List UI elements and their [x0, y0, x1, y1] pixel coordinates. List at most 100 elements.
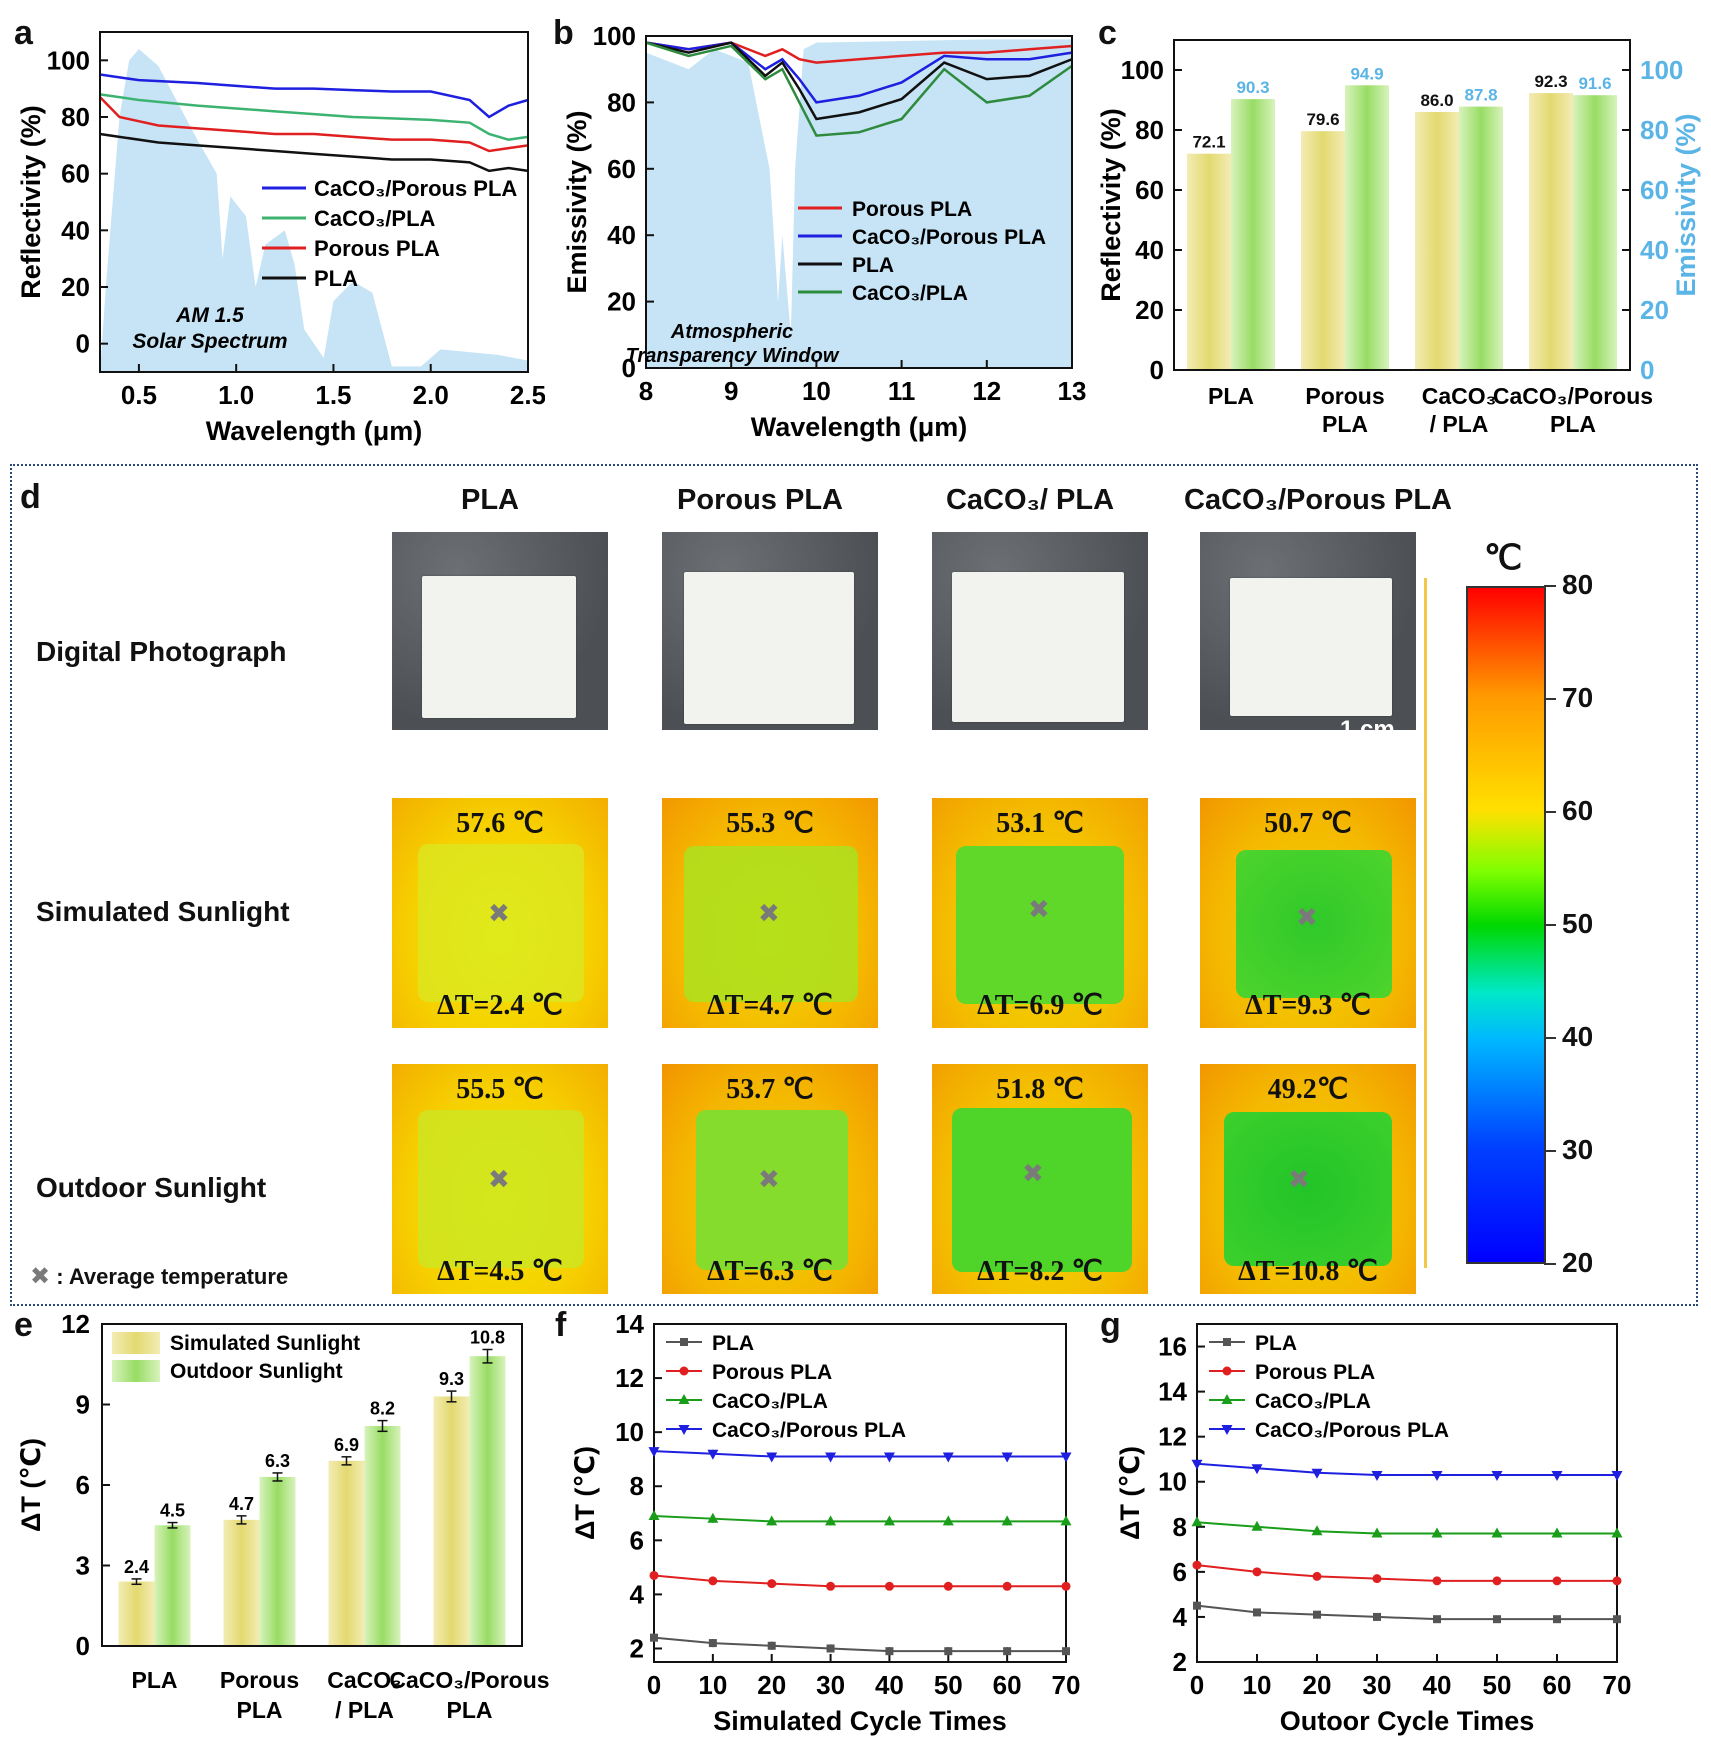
legend-marker	[1221, 1425, 1233, 1435]
data-point-caco-porous-pla	[1251, 1464, 1263, 1475]
thermal-sim-caco3-pla-temp: 53.1 ℃	[996, 808, 1084, 839]
panel-d-frame	[10, 464, 1698, 1306]
legend-label: CaCO₃/Porous PLA	[852, 226, 1046, 249]
x-tick-label: 50	[934, 1670, 963, 1700]
y-tick-label: 60	[1135, 175, 1164, 205]
data-point-caco-porous-pla	[1191, 1459, 1203, 1470]
bar-value-label: 9.3	[439, 1369, 464, 1389]
data-point-porous-pla	[1312, 1571, 1322, 1581]
data-point-pla	[708, 1639, 717, 1648]
thermal-out-caco3-porous-pla-delta: ΔT=10.8 ℃	[1238, 1256, 1378, 1287]
bar-value-label: 92.3	[1534, 72, 1567, 91]
x-tick-label: 1.0	[218, 380, 254, 410]
data-point-pla	[1193, 1601, 1201, 1610]
series-line-caco-pla	[1196, 1521, 1617, 1535]
category-label: PLA	[132, 1667, 178, 1693]
y-axis-label: ΔT (℃)	[1115, 1446, 1145, 1540]
data-point-porous-pla	[767, 1579, 777, 1589]
sample-photo-porous-pla	[662, 532, 878, 730]
data-point-caco-porous-pla	[1551, 1470, 1563, 1481]
legend-marker	[680, 1338, 688, 1346]
legend-marker	[1221, 1394, 1233, 1404]
panel-label-e: e	[14, 1306, 33, 1344]
thermal-sim-caco3-porous-pla: 50.7 ℃ ✖ ΔT=9.3 ℃	[1200, 798, 1416, 1028]
bar-outdoor-sunlight	[364, 1425, 401, 1646]
y-tick-label: 6	[630, 1525, 644, 1555]
y-tick-label: 8	[1173, 1512, 1187, 1542]
thermal-sim-porous-pla-delta: ΔT=4.7 ℃	[707, 990, 833, 1021]
legend-label: PLA	[314, 266, 358, 291]
data-point-porous-pla	[884, 1581, 894, 1591]
thermal-out-porous-pla: 53.7 ℃ ✖ ΔT=6.3 ℃	[662, 1064, 878, 1294]
data-point-caco-pla	[1001, 1515, 1013, 1526]
x-tick-label: 40	[1423, 1670, 1452, 1700]
thermal-sim-caco3-porous-pla-delta: ΔT=9.3 ℃	[1245, 990, 1371, 1021]
bar-value-label: 2.4	[124, 1557, 149, 1577]
legend-label: CaCO₃/Porous PLA	[1255, 1419, 1449, 1442]
x-tick-label: 30	[816, 1670, 845, 1700]
category-label: / PLA	[335, 1697, 394, 1723]
legend-label: Porous PLA	[852, 198, 972, 221]
x-tick-label: 10	[802, 376, 831, 406]
thermal-sim-pla-delta: ΔT=2.4 ℃	[437, 990, 563, 1021]
row-label-simulated-sunlight: Simulated Sunlight	[36, 896, 290, 927]
data-point-porous-pla	[1372, 1574, 1382, 1584]
series-line-caco-pla	[645, 41, 1073, 137]
data-point-caco-porous-pla	[648, 1447, 660, 1458]
legend-marker	[678, 1394, 690, 1404]
colorbar-tick	[1544, 1150, 1556, 1152]
colorbar-divider	[1424, 578, 1427, 1268]
colorbar-tick	[1544, 1263, 1556, 1265]
sample-photo-pla	[392, 532, 608, 730]
panel-label-f: f	[555, 1306, 567, 1344]
panel-label-a: a	[14, 14, 33, 52]
data-point-pla	[885, 1647, 894, 1656]
row-label-outdoor-sunlight: Outdoor Sunlight	[36, 1172, 267, 1203]
y-tick-label: 14	[615, 1310, 644, 1339]
y-tick-label: 0	[1150, 355, 1164, 385]
average-temperature-legend: ✖ : Average temperature	[30, 1262, 288, 1291]
x-tick-label: 1.5	[315, 380, 351, 410]
x-tick-label: 70	[1603, 1670, 1632, 1700]
bar-value-label: 6.3	[265, 1451, 290, 1471]
x-tick-label: 30	[1363, 1670, 1392, 1700]
data-point-caco-porous-pla	[1371, 1470, 1383, 1481]
series-line-caco-porous-pla	[1196, 1462, 1617, 1476]
data-point-pla	[1613, 1615, 1621, 1624]
y-tick-label: 6	[1173, 1557, 1187, 1587]
thermal-out-pla: 55.5 ℃ ✖ ΔT=4.5 ℃	[392, 1064, 608, 1294]
x-tick-label: 12	[972, 376, 1001, 406]
legend-label: Porous PLA	[314, 236, 440, 261]
thermal-out-porous-pla-temp: 53.7 ℃	[726, 1074, 814, 1105]
average-point-icon: ✖	[1022, 1158, 1044, 1188]
category-label: Porous	[1305, 383, 1384, 409]
data-point-caco-porous-pla	[1431, 1470, 1443, 1481]
category-label: PLA	[237, 1697, 283, 1723]
bar-emissivity	[1459, 106, 1503, 370]
column-head-pla: PLA	[461, 484, 519, 516]
y-tick-label: 6	[76, 1470, 90, 1500]
legend-label: PLA	[712, 1332, 754, 1355]
column-head-caco3-porous-pla: CaCO₃/Porous PLA	[1184, 484, 1452, 516]
bar-emissivity	[1573, 95, 1617, 370]
temperature-colorbar	[1466, 586, 1546, 1264]
y-tick-label: 40	[61, 215, 90, 245]
thermal-sim-porous-pla-temp: 55.3 ℃	[726, 808, 814, 839]
bar-emissivity	[1231, 99, 1275, 370]
y-tick-label: 60	[607, 154, 636, 184]
average-point-icon: ✖	[1028, 894, 1050, 924]
data-point-pla	[650, 1633, 658, 1642]
data-point-pla	[944, 1647, 953, 1656]
bar-value-label: 91.6	[1578, 74, 1611, 93]
legend-swatch	[112, 1332, 160, 1354]
y-tick-label: 9	[76, 1390, 90, 1420]
bar-value-label: 10.8	[470, 1327, 505, 1347]
data-point-porous-pla	[1002, 1581, 1012, 1591]
data-point-caco-pla	[1191, 1516, 1203, 1527]
legend-marker	[1223, 1338, 1231, 1346]
y-tick-label: 100	[593, 21, 636, 51]
data-point-caco-pla	[1431, 1527, 1443, 1538]
average-temperature-label: Average temperature	[68, 1264, 289, 1289]
data-point-porous-pla	[943, 1581, 953, 1591]
annotation-line-1: AM 1.5	[175, 304, 244, 327]
